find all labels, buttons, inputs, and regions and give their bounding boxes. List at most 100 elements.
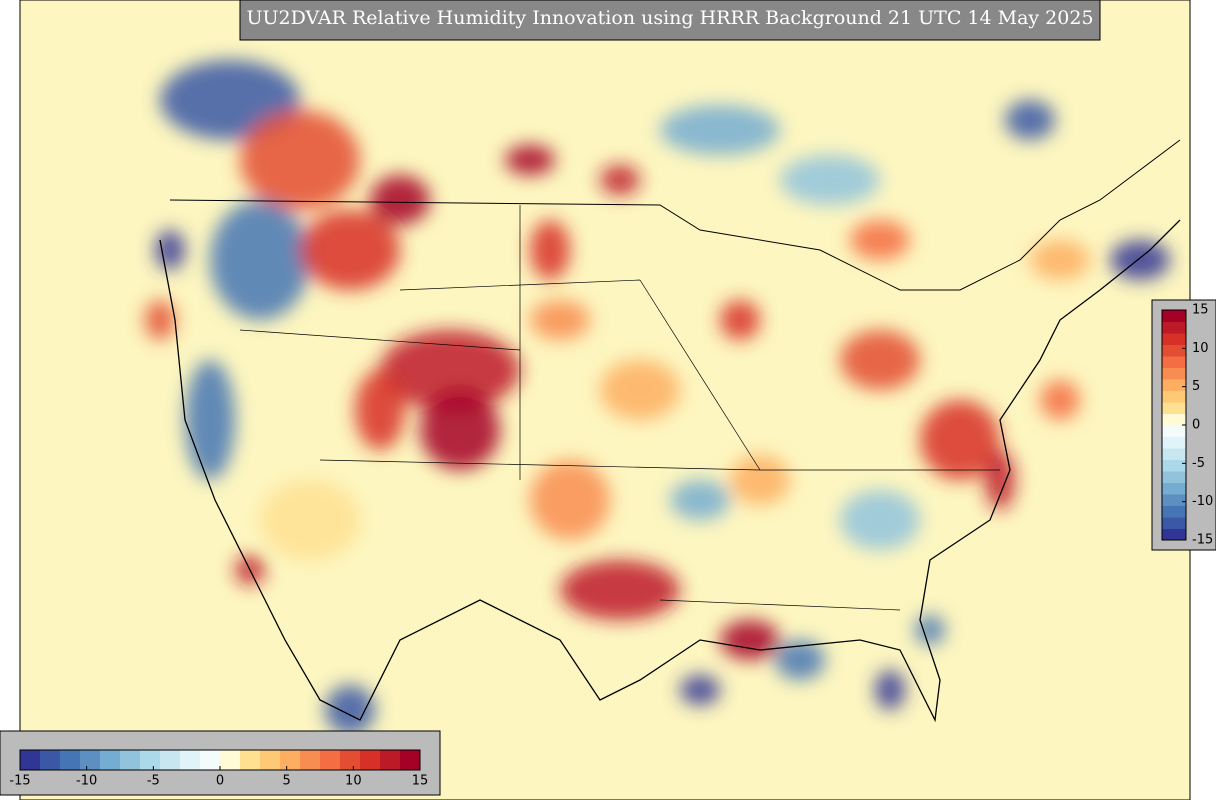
side-colorbar-segment: [1162, 390, 1186, 403]
field-blob: [325, 685, 375, 735]
colorbar-tick-label: -15: [9, 774, 30, 789]
colorbar-tick-label: 5: [283, 774, 291, 789]
field-blob: [600, 360, 680, 420]
colorbar-tick-label: -10: [76, 774, 97, 789]
field-blob: [660, 105, 780, 155]
side-colorbar-segment: [1162, 344, 1186, 357]
side-colorbar-segment: [1162, 333, 1186, 345]
colorbar-segment: [140, 750, 161, 770]
colorbar-segment: [180, 750, 201, 770]
field-blob: [730, 455, 790, 505]
field-blob: [720, 620, 780, 660]
field-blob: [380, 330, 520, 410]
field-blob: [530, 300, 590, 340]
field-blob: [370, 175, 430, 225]
side-colorbar-segment: [1162, 482, 1186, 495]
field-blob: [840, 490, 920, 550]
border: [169, 139, 1181, 291]
side-colorbar-segment: [1162, 494, 1186, 506]
field-blob: [680, 675, 720, 705]
innovation-field: [145, 60, 1170, 735]
field-blob: [780, 155, 880, 205]
side-colorbar-segment: [1162, 367, 1186, 380]
side-colorbar-segment: [1162, 471, 1186, 483]
colorbar-tick-label: 15: [412, 774, 429, 789]
side-colorbar-segment: [1162, 528, 1186, 541]
field-blob: [210, 200, 310, 320]
field-blob: [240, 110, 360, 210]
field-blob: [505, 145, 555, 175]
field-blob: [840, 330, 920, 390]
title-box: [239, 0, 1101, 41]
field-blob: [915, 615, 945, 645]
colorbar-segment: [300, 750, 321, 770]
coastline: [159, 219, 1181, 723]
state-lines: [239, 205, 1000, 611]
colorbar-segment: [340, 750, 361, 770]
side-colorbar-tick-label: -5: [1192, 456, 1205, 471]
field-blob: [1030, 240, 1090, 280]
field-blob: [850, 220, 910, 260]
colorbar-segment: [280, 750, 301, 770]
colorbar-segment: [60, 750, 81, 770]
colorbar-tick-label: -5: [147, 774, 160, 789]
side-colorbar-segment: [1162, 436, 1186, 449]
field-blob: [155, 230, 185, 270]
colorbar-segment: [80, 750, 101, 770]
colorbar-segment: [240, 750, 261, 770]
side-colorbar-tick-label: 10: [1192, 341, 1209, 356]
field-blob: [145, 300, 175, 340]
colorbar-segment: [100, 750, 121, 770]
side-colorbar-segment: [1162, 310, 1186, 322]
colorbar-segment: [360, 750, 381, 770]
colorbar-segment: [220, 750, 241, 770]
field-blob: [670, 480, 730, 520]
colorbar-segment: [160, 750, 181, 770]
side-colorbar-segment: [1162, 448, 1186, 460]
title: UU2DVAR Relative Humidity Innovation usi…: [246, 7, 1093, 29]
field-blob: [1005, 100, 1055, 140]
field-blob: [920, 400, 1000, 480]
field-blob: [185, 360, 235, 480]
colorbar: -15 -15 -10 -10 -5 -5 0 0 5 5 10 10 15 15: [9, 303, 1213, 789]
field-blob: [985, 450, 1015, 510]
side-colorbar-tick-label: 15: [1192, 303, 1209, 318]
field-blob: [875, 670, 905, 710]
colorbar-segment: [400, 750, 421, 770]
colorbar-segment: [200, 750, 221, 770]
side-colorbar-segment: [1162, 321, 1186, 334]
field-blob: [300, 210, 400, 290]
side-colorbar-segment: [1162, 425, 1186, 437]
colorbar-tick-label: 10: [345, 774, 362, 789]
field-blob: [560, 560, 680, 620]
side-colorbar-tick-label: -15: [1192, 533, 1213, 548]
side-colorbar-segment: [1162, 402, 1186, 414]
side-colorbar-segment: [1162, 356, 1186, 368]
side-colorbar-tick-label: 5: [1192, 379, 1200, 394]
field-blob: [530, 220, 570, 280]
side-colorbar-segment: [1162, 517, 1186, 529]
side-colorbar-segment: [1162, 459, 1186, 472]
colorbar-segment: [40, 750, 61, 770]
field-blob: [720, 300, 760, 340]
field-blob: [1040, 380, 1080, 420]
field-blob: [600, 165, 640, 195]
field-blob: [260, 480, 360, 560]
side-colorbar-segment: [1162, 379, 1186, 391]
colorbar-segment: [120, 750, 141, 770]
colorbar-tick-label: 0: [216, 774, 224, 789]
field-blob: [420, 390, 500, 470]
boundaries: [159, 139, 1181, 723]
side-colorbar-segment: [1162, 505, 1186, 518]
side-colorbar-segment: [1162, 413, 1186, 426]
side-colorbar-tick-label: -10: [1192, 494, 1213, 509]
field-blob: [775, 640, 825, 680]
colorbar-segment: [20, 750, 41, 770]
colorbar-segment: [260, 750, 281, 770]
field-blob: [355, 370, 405, 450]
colorbar-segment: [380, 750, 401, 770]
colorbar-segment: [320, 750, 341, 770]
side-colorbar-tick-label: 0: [1192, 418, 1200, 433]
